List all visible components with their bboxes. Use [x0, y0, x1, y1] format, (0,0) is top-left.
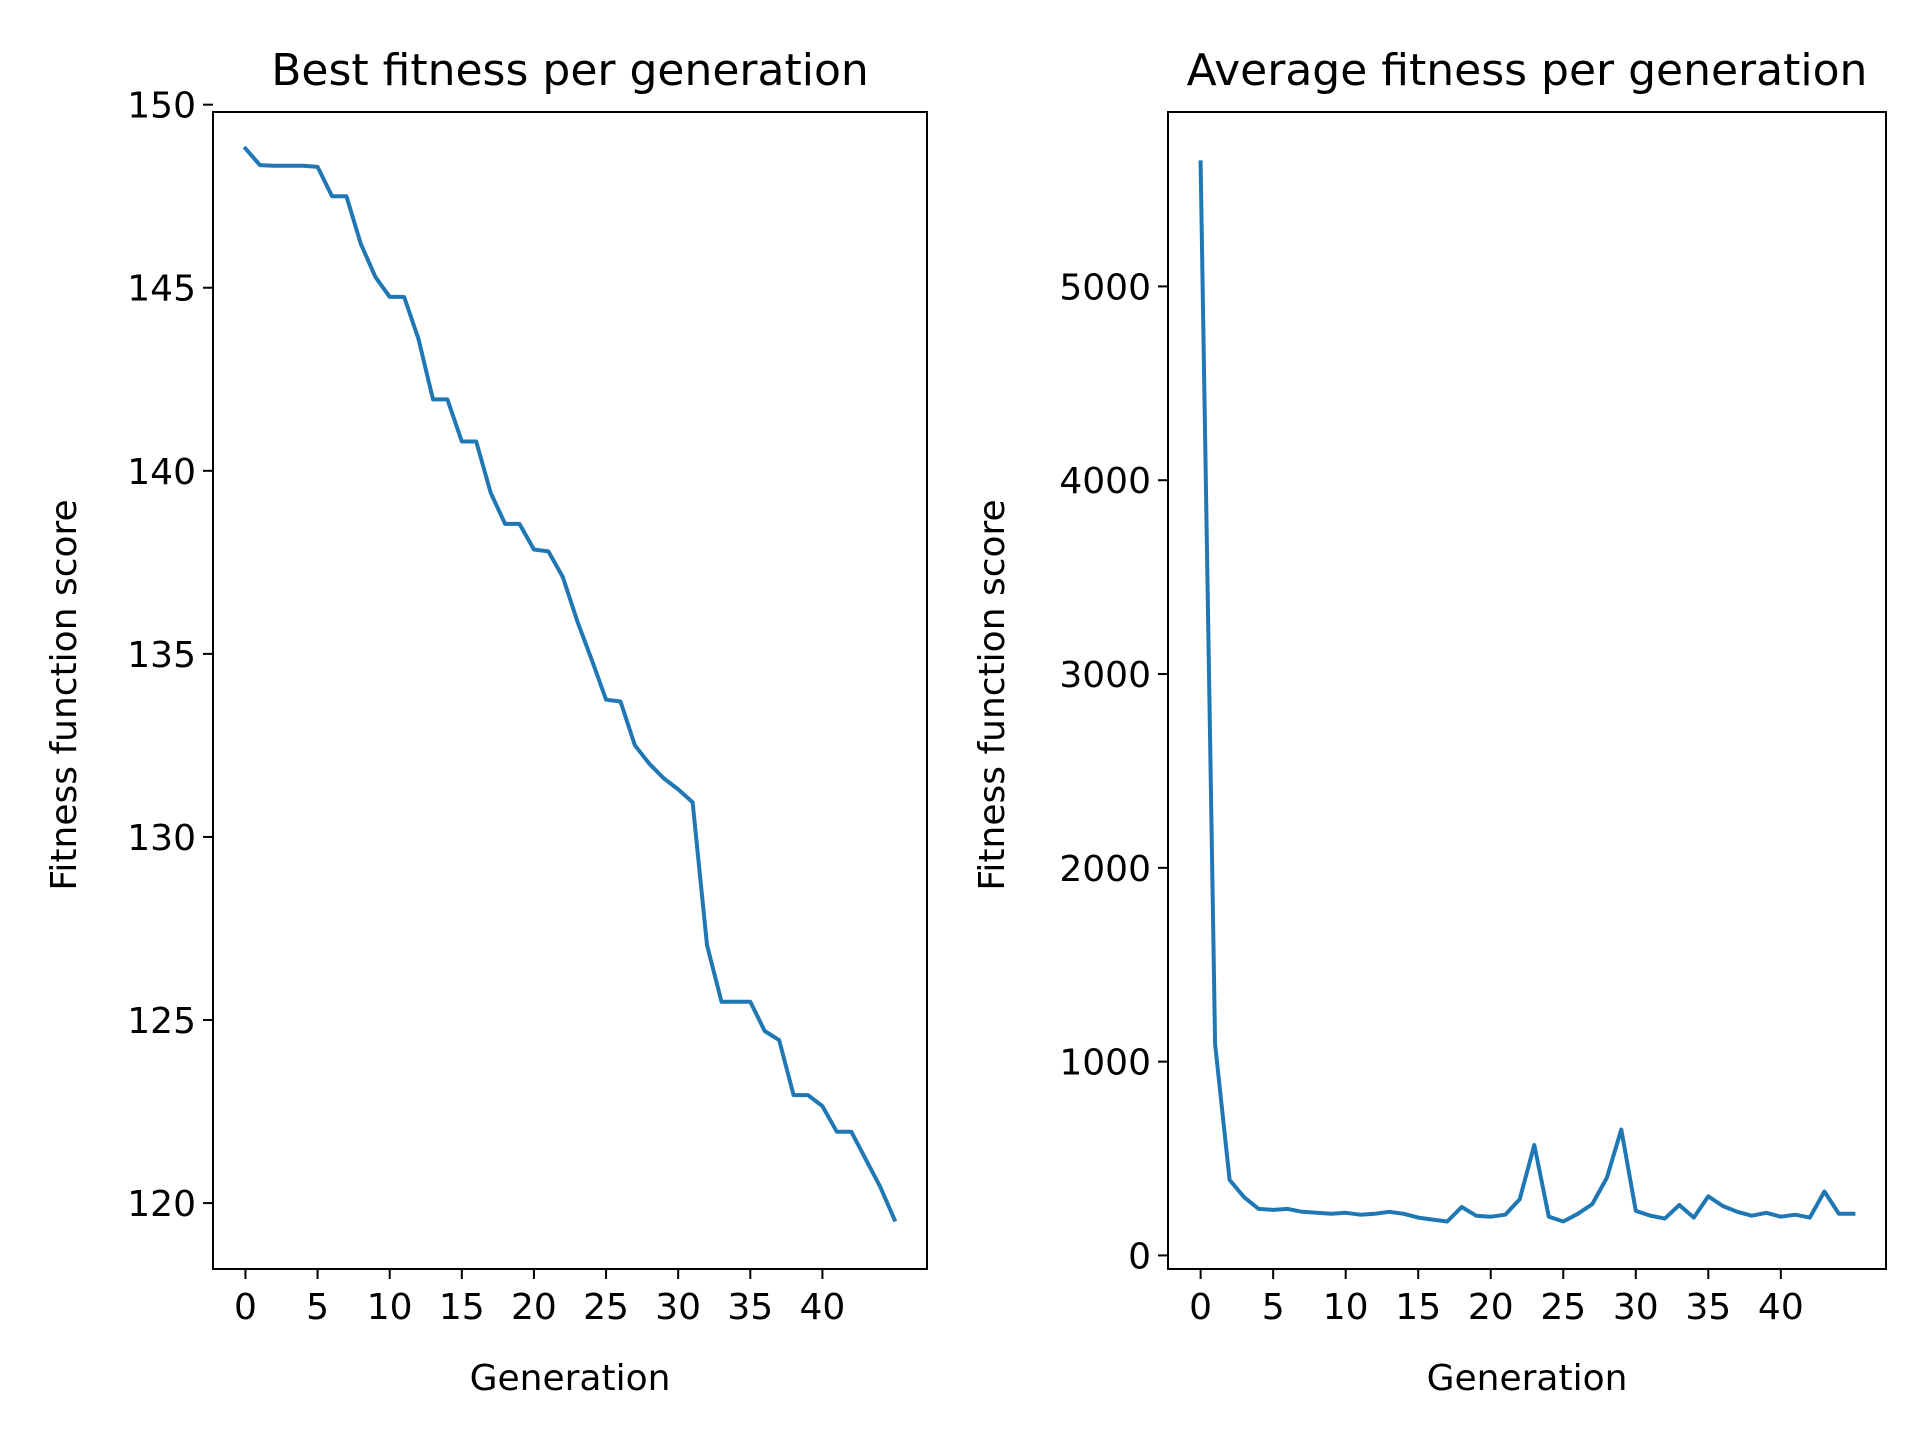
x-tick-label: 0: [1189, 1287, 1212, 1328]
x-tick-label: 25: [583, 1287, 629, 1328]
chart-title: Best fitness per generation: [271, 45, 869, 96]
best-fitness-chart: Best fitness per generation 0 5 10 15 20 25 30…: [44, 45, 928, 1399]
x-tick-label: 15: [1395, 1287, 1441, 1328]
axes-frame: [1167, 111, 1887, 1270]
x-tick-label: 10: [367, 1287, 413, 1328]
chart-title: Average fitness per generation: [1187, 45, 1868, 96]
plot-area: [242, 145, 898, 1223]
y-tick-label: 130: [127, 818, 196, 859]
axes-frame: [212, 111, 928, 1270]
plot-area: [1198, 160, 1856, 1224]
y-tick-label: 125: [127, 1001, 196, 1042]
y-tick-label: 2000: [1059, 849, 1151, 890]
x-axis-ticks: 0 5 10 15 20 25 30 35 40: [1189, 1269, 1804, 1328]
x-tick-label: 15: [439, 1287, 485, 1328]
x-axis-label: Generation: [470, 1358, 671, 1399]
x-tick-label: 30: [655, 1287, 701, 1328]
y-axis-ticks: 0 1000 2000 3000 4000 5000: [1059, 267, 1168, 1277]
x-tick-label: 25: [1540, 1287, 1586, 1328]
y-tick-label: 4000: [1059, 461, 1151, 502]
y-tick-label: 3000: [1059, 655, 1151, 696]
x-tick-label: 20: [1468, 1287, 1514, 1328]
y-tick-label: 140: [127, 452, 196, 493]
x-axis-ticks: 0 5 10 15 20 25 30 35 40: [234, 1269, 845, 1328]
y-axis-label: Fitness function score: [44, 499, 85, 890]
x-tick-label: 30: [1613, 1287, 1659, 1328]
y-tick-label: 0: [1128, 1236, 1151, 1277]
x-tick-label: 0: [234, 1287, 257, 1328]
x-tick-label: 20: [511, 1287, 557, 1328]
y-axis-label: Fitness function score: [972, 499, 1013, 890]
y-tick-label: 1000: [1059, 1043, 1151, 1084]
y-tick-label: 135: [127, 635, 196, 676]
x-tick-label: 35: [727, 1287, 773, 1328]
average-fitness-chart: Average fitness per generation 0 5 10 15 20 2…: [972, 45, 1887, 1399]
x-tick-label: 40: [1758, 1287, 1804, 1328]
y-axis-ticks: 120 125 130 135 140 145 150: [127, 86, 213, 1225]
series-line: [242, 145, 898, 1223]
y-tick-label: 150: [127, 86, 196, 127]
series-line: [1198, 160, 1856, 1224]
y-tick-label: 145: [127, 269, 196, 310]
x-tick-label: 5: [306, 1287, 329, 1328]
x-axis-label: Generation: [1427, 1358, 1628, 1399]
x-tick-label: 40: [800, 1287, 846, 1328]
x-tick-label: 5: [1262, 1287, 1285, 1328]
x-tick-label: 35: [1685, 1287, 1731, 1328]
x-tick-label: 10: [1323, 1287, 1369, 1328]
y-tick-label: 5000: [1059, 267, 1151, 308]
y-tick-label: 120: [127, 1184, 196, 1225]
